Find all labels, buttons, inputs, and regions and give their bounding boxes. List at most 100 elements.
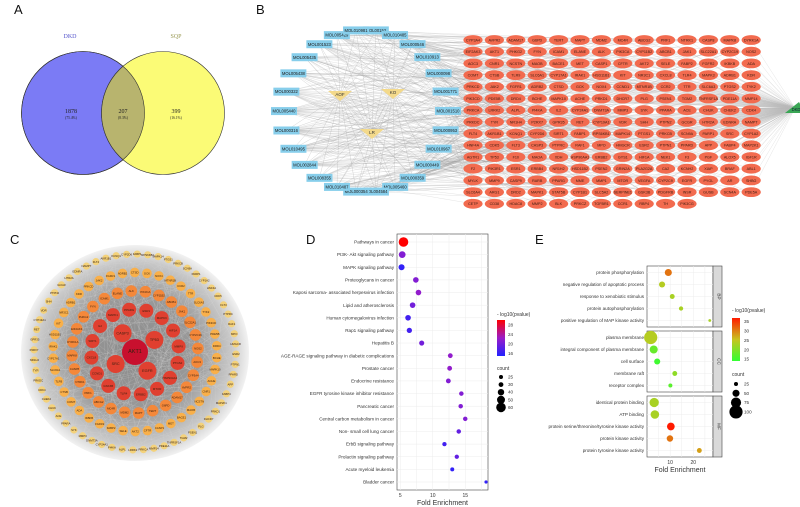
protein-node bbox=[74, 405, 85, 416]
protein-label: G6PD bbox=[162, 404, 170, 408]
protein-node bbox=[48, 404, 56, 412]
edge-herb-molecule bbox=[286, 130, 373, 134]
protein-node bbox=[139, 446, 147, 454]
protein-label: DRD4 bbox=[213, 344, 221, 348]
target-label: ABL1 bbox=[747, 167, 756, 171]
edge-herb-molecule bbox=[339, 94, 377, 192]
target-label: MAPT bbox=[575, 38, 586, 42]
edge-herb-molecule bbox=[304, 132, 373, 165]
data-point bbox=[463, 416, 468, 422]
target-node bbox=[527, 81, 547, 92]
edge-target-disease bbox=[729, 107, 796, 111]
protein-label: DNMT3A bbox=[86, 439, 98, 443]
ppi-edge bbox=[122, 273, 175, 443]
protein-node bbox=[179, 434, 188, 442]
target-node bbox=[634, 198, 654, 209]
target-label: PIK3CA bbox=[616, 50, 630, 54]
protein-label: GCGR bbox=[57, 283, 65, 287]
herb-node bbox=[360, 129, 384, 139]
target-node bbox=[527, 35, 547, 45]
molecule-label: MOL002844 bbox=[293, 162, 317, 167]
target-label: JAK2 bbox=[490, 85, 499, 89]
target-node bbox=[591, 152, 612, 162]
protein-node bbox=[93, 319, 108, 334]
edge-target-disease bbox=[472, 98, 796, 109]
target-label: ADA bbox=[747, 62, 755, 66]
protein-label: PDE11A bbox=[159, 444, 170, 448]
edge-target-disease bbox=[472, 86, 796, 109]
protein-node bbox=[98, 440, 106, 449]
protein-node bbox=[176, 305, 188, 317]
protein-label: ADRB2 bbox=[118, 271, 128, 275]
x-axis-title: Fold Enrichment bbox=[417, 500, 468, 507]
protein-node bbox=[174, 259, 182, 267]
target-node bbox=[720, 58, 740, 69]
y-tick-label: plasma membrane bbox=[606, 335, 644, 340]
protein-label: SLC6A1 bbox=[50, 368, 61, 372]
target-label: BCHE bbox=[532, 97, 543, 101]
target-node bbox=[698, 175, 719, 186]
target-node bbox=[677, 70, 697, 80]
edge-molecule-target bbox=[319, 44, 645, 134]
protein-node bbox=[53, 318, 64, 329]
protein-label: CYP17A1 bbox=[47, 356, 60, 360]
edge-herb-molecule bbox=[339, 94, 449, 112]
edge-molecule-target bbox=[355, 30, 474, 122]
protein-label: GCK bbox=[144, 271, 150, 275]
edge-herb-molecule bbox=[286, 94, 341, 131]
target-label: HIF1A bbox=[639, 155, 650, 159]
target-label: GSK3B bbox=[638, 191, 651, 195]
protein-label: TERT bbox=[149, 409, 157, 413]
protein-node bbox=[65, 274, 73, 282]
edge-herb-molecule bbox=[371, 132, 413, 178]
target-node bbox=[656, 187, 676, 198]
target-node bbox=[527, 140, 547, 151]
target-node bbox=[677, 152, 697, 162]
edge-molecule-target bbox=[293, 110, 559, 149]
panel-label-c: C bbox=[10, 232, 19, 247]
target-node bbox=[613, 70, 633, 80]
protein-node bbox=[40, 306, 48, 314]
ppi-edge bbox=[79, 343, 236, 382]
data-point bbox=[405, 314, 411, 321]
target-node bbox=[698, 187, 719, 198]
edge-target-disease bbox=[472, 107, 796, 134]
ppi-edge bbox=[168, 259, 174, 331]
y-tick-label: protein autophosphorylation bbox=[587, 306, 644, 311]
protein-node bbox=[194, 297, 204, 307]
edge-herb-molecule bbox=[304, 94, 341, 165]
target-node bbox=[656, 128, 676, 139]
protein-label: SIRT1 bbox=[88, 339, 97, 343]
target-label: DNMT3A bbox=[594, 109, 610, 113]
edge-herb-molecule bbox=[336, 35, 373, 134]
protein-node bbox=[150, 444, 158, 452]
target-node bbox=[677, 140, 697, 151]
target-label: LRRK2 bbox=[488, 109, 500, 113]
target-label: CCR1 bbox=[618, 202, 628, 206]
target-label: MTOR bbox=[617, 179, 628, 183]
target-label: MAOB bbox=[532, 62, 543, 66]
protein-node bbox=[92, 258, 100, 266]
y-tick-label: protein phosphorylation bbox=[596, 270, 644, 275]
edge-herb-molecule bbox=[293, 94, 341, 149]
target-label: RPS6KB1 bbox=[593, 132, 610, 136]
data-point bbox=[415, 289, 422, 296]
target-node bbox=[549, 46, 569, 57]
edge-molecule-target bbox=[286, 39, 495, 92]
target-label: CA2 bbox=[662, 167, 669, 171]
molecule-node bbox=[434, 106, 461, 115]
target-label: RARB bbox=[532, 179, 543, 183]
target-label: MPO bbox=[597, 144, 606, 148]
protein-node bbox=[118, 445, 126, 453]
protein-node bbox=[160, 442, 168, 450]
data-point bbox=[649, 397, 659, 408]
edge-herb-molecule bbox=[336, 35, 394, 94]
target-node bbox=[484, 198, 504, 209]
target-label: MDM2 bbox=[596, 38, 607, 42]
protein-label: CCND1 bbox=[92, 372, 102, 376]
protein-label: MDM2 bbox=[120, 410, 129, 414]
protein-label: FLT4 bbox=[93, 260, 100, 264]
ppi-edge bbox=[71, 354, 237, 402]
protein-label: PIK3CD bbox=[206, 321, 216, 325]
edge-target-disease bbox=[472, 107, 796, 181]
